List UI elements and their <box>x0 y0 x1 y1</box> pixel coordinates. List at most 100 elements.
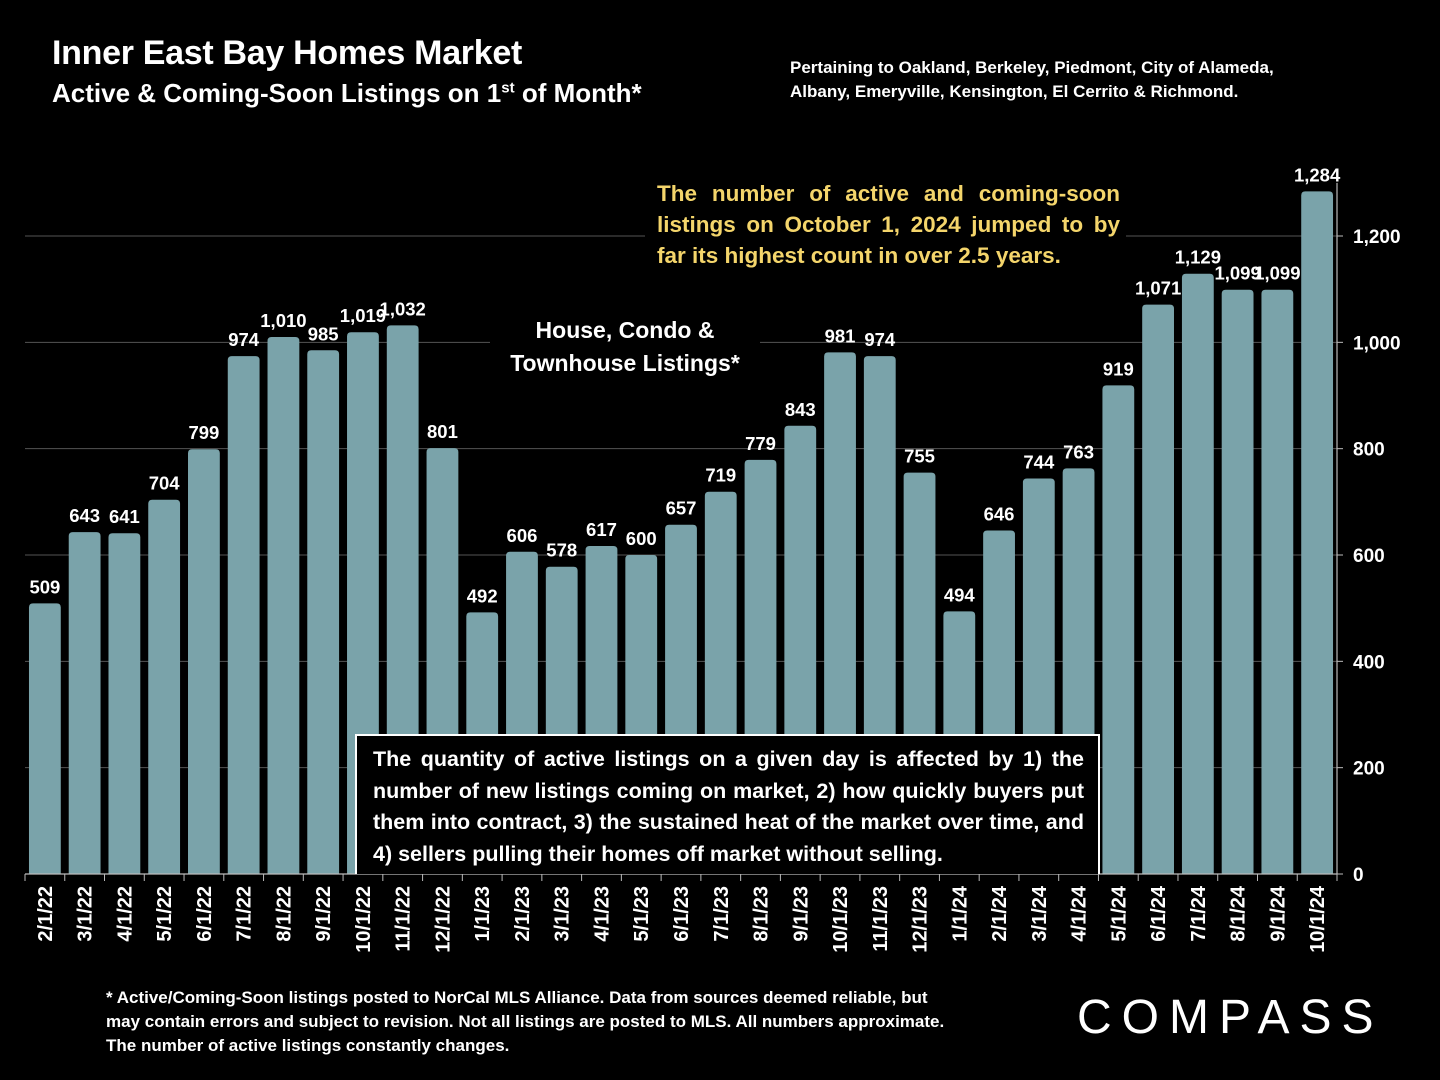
bar-value-label: 617 <box>586 519 617 540</box>
bar-value-label: 974 <box>864 329 896 350</box>
bar-value-label: 719 <box>705 465 736 486</box>
bar-value-label: 755 <box>904 446 935 467</box>
x-tick-label: 9/1/23 <box>790 886 812 942</box>
subtitle-tail: of Month* <box>514 78 642 108</box>
explanation-box: The quantity of active listings on a giv… <box>355 734 1100 874</box>
bar <box>68 532 101 874</box>
bar-value-label: 641 <box>109 506 140 527</box>
x-tick-label: 10/1/24 <box>1307 885 1329 953</box>
x-tick-label: 9/1/22 <box>313 886 335 942</box>
x-tick-label: 3/1/23 <box>552 886 574 942</box>
x-tick-label: 11/1/22 <box>393 886 415 952</box>
bar-value-label: 492 <box>467 585 498 606</box>
x-tick-label: 3/1/24 <box>1029 885 1051 941</box>
x-tick-label: 5/1/22 <box>154 886 176 942</box>
bar-value-label: 763 <box>1063 441 1094 462</box>
bar-value-label: 843 <box>785 399 816 420</box>
chart-title: Inner East Bay Homes Market <box>52 34 522 72</box>
x-tick-label: 6/1/23 <box>671 886 693 942</box>
x-tick-label: 8/1/23 <box>751 886 773 942</box>
bar <box>1221 289 1254 874</box>
bar-value-label: 974 <box>228 329 260 350</box>
x-tick-label: 4/1/24 <box>1069 885 1091 941</box>
bar <box>307 350 340 874</box>
bar-value-label: 1,032 <box>380 298 426 319</box>
subtitle-superscript: st <box>501 79 515 97</box>
x-tick-label: 10/1/22 <box>353 886 375 953</box>
bar-value-label: 600 <box>626 528 657 549</box>
x-axis-ticks: 2/1/22 3/1/22 4/1/22 5/1/22 6/1/22 7/1/22 8/1/… <box>24 874 1338 953</box>
bar-value-label: 509 <box>29 576 60 597</box>
x-tick-label: 8/1/24 <box>1228 885 1250 941</box>
axes <box>25 182 1338 875</box>
bar <box>1261 289 1294 874</box>
x-tick-label: 5/1/23 <box>631 886 653 942</box>
subtitle-main: Active & Coming-Soon Listings on 1 <box>52 78 502 108</box>
bar-value-label: 981 <box>825 325 856 346</box>
bar <box>1181 273 1214 875</box>
x-tick-label: 11/1/23 <box>870 886 892 952</box>
x-tick-label: 1/1/23 <box>472 886 494 942</box>
bar <box>188 449 220 874</box>
bar <box>28 603 61 874</box>
y-tick-label: 200 <box>1353 759 1385 780</box>
bar <box>1142 304 1174 875</box>
bar-value-label: 744 <box>1023 451 1055 472</box>
x-tick-label: 2/1/22 <box>35 886 57 942</box>
y-tick-label: 1,000 <box>1353 333 1401 354</box>
x-tick-label: 3/1/22 <box>75 886 97 942</box>
bar <box>148 499 181 874</box>
y-axis-ticks: 0 200 400 600 800 1,000 1,200 <box>1337 227 1401 886</box>
bar-value-label: 801 <box>427 421 458 442</box>
x-tick-label: 5/1/24 <box>1108 885 1130 941</box>
series-label-line2: Townhouse Listings* <box>510 350 740 376</box>
bar-value-label: 643 <box>69 505 100 526</box>
bar-value-label: 578 <box>546 540 577 561</box>
coverage-note: Pertaining to Oakland, Berkeley, Piedmon… <box>790 58 1274 101</box>
x-tick-label: 2/1/23 <box>512 886 534 942</box>
bar-value-label: 606 <box>507 525 538 546</box>
bar <box>1301 191 1334 875</box>
x-tick-label: 7/1/23 <box>711 886 733 942</box>
x-tick-label: 10/1/23 <box>830 886 852 953</box>
y-tick-label: 1,200 <box>1353 227 1401 248</box>
y-tick-label: 400 <box>1353 652 1385 673</box>
x-tick-label: 4/1/22 <box>114 886 136 942</box>
x-tick-label: 1/1/24 <box>949 885 971 941</box>
x-tick-label: 4/1/23 <box>591 886 613 942</box>
bar-value-label: 1,099 <box>1214 263 1260 284</box>
x-tick-label: 2/1/24 <box>989 885 1011 941</box>
bar-value-label: 779 <box>745 433 776 454</box>
x-tick-label: 6/1/24 <box>1148 885 1170 941</box>
bar <box>1102 385 1135 874</box>
bar-value-label: 985 <box>308 323 339 344</box>
bar-value-label: 1,019 <box>340 305 386 326</box>
y-tick-label: 800 <box>1353 440 1385 461</box>
bar-value-label: 704 <box>149 473 181 494</box>
x-tick-label: 6/1/22 <box>194 886 216 942</box>
bar-value-label: 657 <box>666 498 697 519</box>
footnote: * Active/Coming-Soon listings posted to … <box>106 988 945 1055</box>
bar <box>267 337 300 874</box>
bar-value-label: 1,099 <box>1254 263 1300 284</box>
bar-value-label: 1,129 <box>1175 247 1221 268</box>
bar-value-label: 1,071 <box>1135 278 1181 299</box>
bar-value-label: 494 <box>944 584 976 605</box>
x-tick-label: 9/1/24 <box>1267 885 1289 941</box>
y-tick-label: 600 <box>1353 546 1385 567</box>
x-tick-label: 7/1/22 <box>234 886 256 942</box>
bar-value-label: 919 <box>1103 358 1134 379</box>
x-tick-label: 7/1/24 <box>1188 885 1210 941</box>
bar <box>227 356 260 874</box>
x-tick-label: 12/1/23 <box>910 886 932 953</box>
highlight-callout: The number of active and coming-soon lis… <box>645 176 1126 277</box>
bar-value-label: 799 <box>188 422 219 443</box>
series-label-line1: House, Condo & <box>535 317 715 343</box>
bar-value-label: 1,010 <box>260 310 306 331</box>
chart-subtitle: Active & Coming-Soon Listings on 1st of … <box>52 78 642 109</box>
x-tick-label: 12/1/22 <box>432 886 454 953</box>
bar-value-label: 1,284 <box>1294 164 1341 185</box>
compass-logo: COMPASS <box>1077 991 1384 1044</box>
bar-value-label: 646 <box>984 504 1015 525</box>
